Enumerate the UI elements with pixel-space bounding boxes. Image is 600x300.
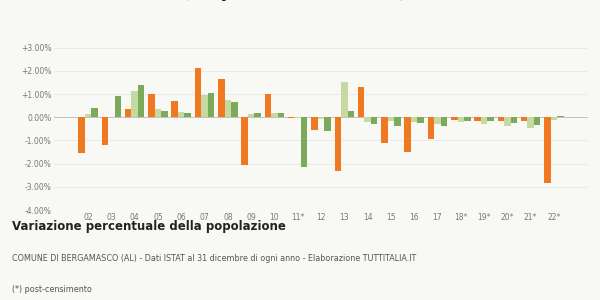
Bar (125, 109, 131, 117)
Bar (311, 117, 318, 130)
Bar (487, 117, 494, 121)
Bar (364, 117, 371, 122)
Bar (521, 117, 527, 121)
Bar (208, 93, 214, 117)
Bar (318, 117, 324, 119)
Bar (101, 117, 108, 145)
Bar (85, 114, 91, 117)
Bar (324, 117, 331, 131)
Bar (248, 114, 254, 117)
Bar (371, 117, 377, 124)
Bar (201, 95, 208, 117)
Bar (161, 111, 168, 117)
Bar (78, 117, 85, 153)
Bar (441, 117, 447, 126)
Bar (265, 94, 271, 117)
Bar (557, 116, 564, 117)
Bar (295, 117, 301, 119)
Bar (271, 112, 278, 117)
Bar (91, 108, 98, 117)
Bar (301, 117, 307, 167)
Bar (195, 68, 201, 117)
Bar (388, 117, 394, 122)
Bar (474, 117, 481, 121)
Bar (278, 112, 284, 117)
Bar (464, 117, 470, 122)
Bar (178, 112, 184, 117)
Bar (218, 79, 224, 117)
Bar (451, 117, 458, 120)
Bar (497, 117, 504, 122)
Bar (341, 82, 347, 117)
Bar (527, 117, 534, 128)
Text: COMUNE DI BERGAMASCO (AL) - Dati ISTAT al 31 dicembre di ogni anno - Elaborazion: COMUNE DI BERGAMASCO (AL) - Dati ISTAT a… (12, 254, 416, 263)
Bar (428, 117, 434, 139)
Bar (224, 100, 231, 117)
Bar (115, 96, 121, 117)
Text: (*) post-censimento: (*) post-censimento (12, 285, 92, 294)
Bar (138, 85, 145, 117)
Bar (551, 117, 557, 119)
Bar (347, 111, 354, 117)
Bar (288, 117, 295, 119)
Bar (148, 94, 155, 117)
Bar (458, 117, 464, 122)
Bar (481, 117, 487, 124)
Bar (511, 117, 517, 123)
Bar (534, 117, 541, 124)
Bar (504, 117, 511, 126)
Bar (335, 117, 341, 171)
Bar (155, 109, 161, 117)
Bar (231, 102, 238, 117)
Bar (394, 117, 401, 127)
Text: Variazione percentuale della popolazione: Variazione percentuale della popolazione (12, 220, 286, 233)
Bar (418, 117, 424, 123)
Bar (411, 117, 418, 122)
Bar (381, 117, 388, 143)
Legend: Bergamasco, Provincia di AL, Piemonte: Bergamasco, Provincia di AL, Piemonte (176, 0, 466, 3)
Bar (131, 91, 138, 117)
Bar (254, 112, 261, 117)
Bar (358, 87, 364, 117)
Bar (184, 112, 191, 117)
Bar (241, 117, 248, 165)
Bar (434, 117, 441, 124)
Bar (404, 117, 411, 152)
Bar (544, 117, 551, 183)
Bar (172, 101, 178, 117)
